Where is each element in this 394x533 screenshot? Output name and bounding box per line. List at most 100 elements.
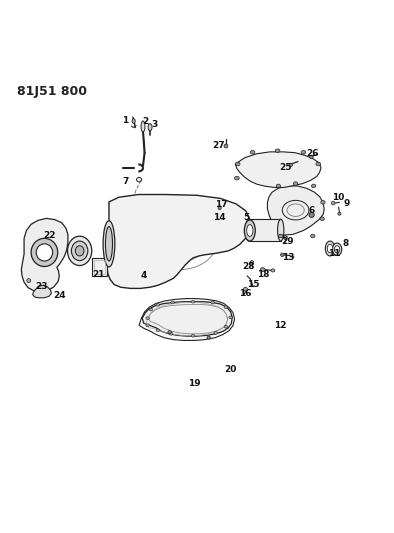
Ellipse shape: [191, 334, 195, 337]
Text: 17: 17: [215, 200, 228, 209]
Ellipse shape: [27, 279, 31, 282]
Ellipse shape: [146, 324, 149, 327]
Ellipse shape: [171, 301, 175, 304]
Text: 24: 24: [53, 292, 66, 300]
Ellipse shape: [149, 308, 152, 311]
Polygon shape: [268, 186, 324, 235]
Text: 26: 26: [306, 149, 318, 158]
Ellipse shape: [156, 329, 160, 332]
Ellipse shape: [211, 301, 214, 304]
Ellipse shape: [271, 269, 275, 272]
Ellipse shape: [311, 184, 316, 188]
Ellipse shape: [289, 163, 293, 166]
Text: 20: 20: [225, 365, 237, 374]
Ellipse shape: [301, 150, 306, 154]
Ellipse shape: [75, 246, 84, 256]
Ellipse shape: [276, 184, 281, 188]
Ellipse shape: [333, 243, 342, 255]
Bar: [249, 219, 281, 241]
Ellipse shape: [310, 234, 315, 238]
Ellipse shape: [141, 121, 145, 132]
Bar: [94, 260, 105, 274]
Text: 16: 16: [239, 288, 252, 297]
Ellipse shape: [279, 234, 283, 238]
Ellipse shape: [325, 241, 335, 256]
Ellipse shape: [338, 212, 341, 215]
Text: 15: 15: [247, 280, 260, 288]
Ellipse shape: [327, 244, 333, 253]
Ellipse shape: [278, 219, 284, 241]
Ellipse shape: [146, 317, 149, 319]
Ellipse shape: [106, 227, 113, 261]
Text: 6: 6: [308, 206, 314, 215]
Text: 21: 21: [92, 270, 105, 279]
Ellipse shape: [224, 325, 228, 328]
Ellipse shape: [224, 306, 228, 309]
Ellipse shape: [235, 162, 240, 166]
Ellipse shape: [191, 300, 195, 303]
Ellipse shape: [218, 206, 221, 210]
Text: 8: 8: [342, 239, 349, 247]
Ellipse shape: [331, 201, 335, 205]
Text: 5: 5: [243, 213, 249, 222]
Ellipse shape: [36, 244, 53, 261]
Ellipse shape: [250, 261, 254, 264]
Polygon shape: [33, 285, 52, 298]
Ellipse shape: [309, 156, 313, 158]
Text: 14: 14: [213, 214, 225, 222]
Ellipse shape: [316, 162, 321, 166]
Ellipse shape: [244, 220, 255, 241]
Polygon shape: [235, 152, 321, 188]
Text: 7: 7: [123, 177, 129, 185]
Polygon shape: [139, 298, 234, 341]
Ellipse shape: [224, 144, 228, 148]
Ellipse shape: [156, 303, 160, 306]
Ellipse shape: [320, 217, 324, 221]
Text: 19: 19: [188, 379, 201, 389]
Ellipse shape: [169, 333, 173, 335]
Polygon shape: [107, 195, 250, 288]
Text: 3: 3: [152, 120, 158, 130]
Ellipse shape: [294, 182, 298, 185]
Text: 81J51 800: 81J51 800: [17, 85, 87, 98]
Ellipse shape: [243, 287, 247, 291]
Text: 12: 12: [275, 321, 287, 330]
Text: 22: 22: [43, 231, 56, 240]
Ellipse shape: [67, 236, 92, 265]
Polygon shape: [142, 302, 232, 336]
Ellipse shape: [234, 176, 239, 180]
Text: 1: 1: [122, 117, 128, 125]
Text: 2: 2: [142, 117, 149, 126]
Ellipse shape: [168, 330, 171, 334]
Ellipse shape: [207, 336, 210, 340]
Ellipse shape: [214, 332, 217, 334]
Text: 27: 27: [213, 141, 225, 150]
Ellipse shape: [245, 219, 252, 241]
Ellipse shape: [250, 150, 255, 154]
Text: 13: 13: [282, 253, 295, 262]
Polygon shape: [21, 219, 68, 292]
Text: 10: 10: [333, 193, 345, 202]
Ellipse shape: [281, 253, 284, 256]
Text: 11: 11: [329, 249, 341, 259]
Ellipse shape: [31, 238, 58, 266]
Ellipse shape: [71, 241, 88, 261]
Ellipse shape: [335, 246, 340, 253]
Text: 18: 18: [257, 270, 270, 279]
Ellipse shape: [247, 224, 253, 236]
Bar: [92, 258, 107, 276]
Text: 29: 29: [281, 237, 294, 246]
Text: 28: 28: [242, 262, 255, 271]
Ellipse shape: [103, 221, 115, 267]
Text: 23: 23: [35, 281, 48, 290]
Text: 9: 9: [343, 199, 349, 208]
Ellipse shape: [148, 124, 152, 131]
Ellipse shape: [275, 149, 280, 152]
Text: 4: 4: [141, 271, 147, 280]
Ellipse shape: [260, 268, 265, 272]
Ellipse shape: [309, 212, 314, 217]
Text: 25: 25: [279, 164, 292, 172]
Ellipse shape: [321, 200, 325, 204]
Ellipse shape: [229, 316, 232, 319]
Ellipse shape: [132, 119, 135, 123]
